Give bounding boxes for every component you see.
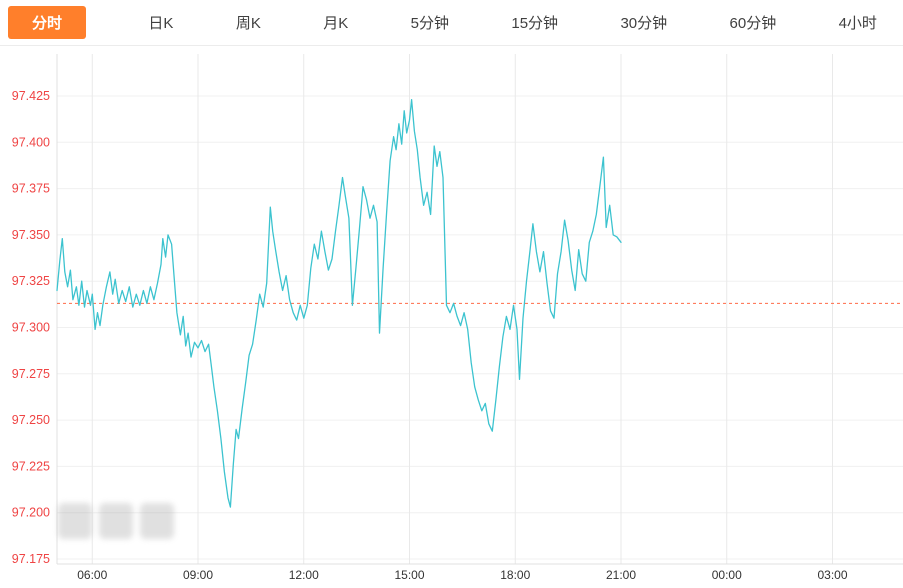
y-axis-label: 97.225 xyxy=(12,459,50,473)
y-axis-label: 97.325 xyxy=(12,274,50,288)
x-axis-label: 18:00 xyxy=(500,568,530,582)
y-axis-label: 97.275 xyxy=(12,367,50,381)
tab-m60[interactable]: 60分钟 xyxy=(729,15,777,32)
x-axis-label: 15:00 xyxy=(394,568,424,582)
tab-h4[interactable]: 4小时 xyxy=(838,15,877,32)
chart-area: 97.425 97.400 97.375 97.350 97.325 97.300 97.2… xyxy=(0,46,903,587)
y-axis-label: 97.350 xyxy=(12,228,50,242)
x-axis-label: 06:00 xyxy=(77,568,107,582)
y-axis-label: 97.200 xyxy=(12,506,50,520)
x-axis-label: 03:00 xyxy=(817,568,847,582)
price-line xyxy=(56,99,622,508)
y-axis-label: 97.175 xyxy=(12,552,50,566)
tab-weekly[interactable]: 周K xyxy=(235,15,261,32)
y-axis-label: 97.375 xyxy=(12,182,50,196)
y-axis-label: 97.300 xyxy=(12,321,50,335)
y-axis-label: 97.400 xyxy=(12,135,50,149)
x-axis-label: 00:00 xyxy=(712,568,742,582)
tab-fenshi[interactable]: 分时 xyxy=(8,6,87,39)
y-axis-label: 97.425 xyxy=(12,89,50,103)
tab-m5[interactable]: 5分钟 xyxy=(410,15,449,32)
y-axis-label: 97.250 xyxy=(12,413,50,427)
tab-m30[interactable]: 30分钟 xyxy=(620,15,668,32)
x-axis-label: 21:00 xyxy=(606,568,636,582)
tab-m15[interactable]: 15分钟 xyxy=(511,15,559,32)
tab-monthly[interactable]: 月K xyxy=(323,15,349,32)
interval-tabs: 分时 日K 周K 月K 5分钟 15分钟 30分钟 60分钟 4小时 xyxy=(0,0,903,46)
tab-daily[interactable]: 日K xyxy=(148,15,174,32)
x-axis-label: 09:00 xyxy=(183,568,213,582)
x-axis-label: 12:00 xyxy=(289,568,319,582)
price-chart[interactable]: 97.425 97.400 97.375 97.350 97.325 97.300 97.2… xyxy=(0,46,903,587)
